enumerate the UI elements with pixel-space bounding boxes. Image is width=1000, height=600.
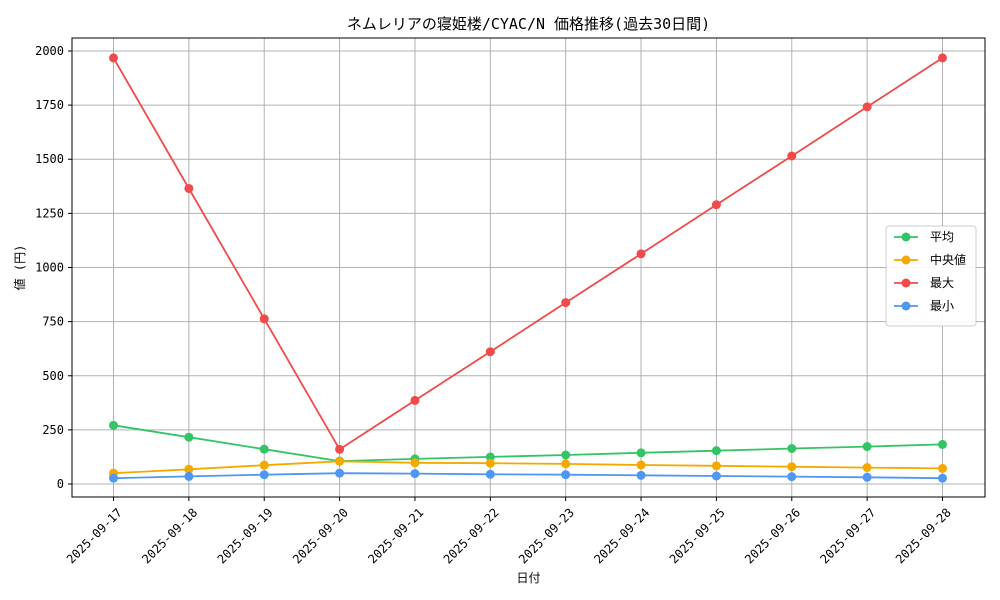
y-tick-label: 750 xyxy=(42,315,64,329)
data-point xyxy=(335,444,345,454)
data-point xyxy=(561,470,571,480)
series-layer xyxy=(109,53,947,483)
x-tick-label: 2025-09-24 xyxy=(591,505,652,566)
y-axis-title: 値 (円) xyxy=(12,245,27,291)
data-point xyxy=(259,314,269,324)
y-tick-label: 2000 xyxy=(35,44,64,58)
legend-marker xyxy=(901,232,911,242)
y-tick-label: 500 xyxy=(42,369,64,383)
x-tick-label: 2025-09-21 xyxy=(365,505,426,566)
data-point xyxy=(862,472,872,482)
data-point xyxy=(787,151,797,161)
axis-layer: 0 250 500 750 1000 1250 1500 1750 2000 2025-09-17… xyxy=(35,44,954,566)
x-tick-label: 2025-09-20 xyxy=(290,505,351,566)
data-point xyxy=(711,471,721,481)
data-point xyxy=(787,472,797,482)
x-tick-label: 2025-09-23 xyxy=(516,505,577,566)
data-point xyxy=(410,469,420,479)
data-point xyxy=(335,468,345,478)
data-point xyxy=(485,458,495,468)
data-point xyxy=(636,249,646,259)
series-3 xyxy=(109,468,947,483)
data-point xyxy=(636,448,646,458)
series-2 xyxy=(109,53,947,454)
series-line xyxy=(112,57,943,451)
data-point xyxy=(184,464,194,474)
data-point xyxy=(561,298,571,308)
data-point xyxy=(711,461,721,471)
x-tick-label: 2025-09-26 xyxy=(742,505,803,566)
y-tick-label: 250 xyxy=(42,423,64,437)
y-tick-label: 1000 xyxy=(35,261,64,275)
data-point xyxy=(335,456,345,466)
legend-marker xyxy=(901,255,911,265)
data-point xyxy=(259,470,269,480)
legend-label: 最大 xyxy=(930,276,954,290)
legend-marker xyxy=(901,301,911,311)
series-0 xyxy=(109,420,947,466)
data-point xyxy=(938,463,947,473)
data-point xyxy=(485,347,495,357)
x-tick-label: 2025-09-27 xyxy=(817,505,878,566)
x-tick-label: 2025-09-22 xyxy=(441,505,502,566)
data-point xyxy=(184,432,194,442)
y-tick-label: 1500 xyxy=(35,152,64,166)
data-point xyxy=(636,460,646,470)
data-point xyxy=(410,395,420,405)
legend-label: 平均 xyxy=(930,230,954,244)
series-line xyxy=(113,472,943,480)
data-point xyxy=(410,458,420,468)
data-point xyxy=(938,439,947,449)
data-point xyxy=(938,53,947,63)
data-point xyxy=(109,53,118,63)
data-point xyxy=(259,460,269,470)
data-point xyxy=(711,200,721,210)
data-point xyxy=(109,473,118,483)
data-point xyxy=(561,450,571,460)
data-point xyxy=(862,102,872,112)
data-point xyxy=(485,452,495,462)
data-point xyxy=(184,471,194,481)
legend-marker xyxy=(901,278,911,288)
x-tick-label: 2025-09-18 xyxy=(139,505,200,566)
data-point xyxy=(259,444,269,454)
x-tick-label: 2025-09-19 xyxy=(215,505,276,566)
series-1 xyxy=(109,456,947,478)
data-point xyxy=(711,446,721,456)
y-tick-label: 1250 xyxy=(35,206,64,220)
y-tick-label: 0 xyxy=(57,477,64,491)
legend-box xyxy=(885,225,977,327)
data-point xyxy=(862,442,872,452)
data-point xyxy=(485,469,495,479)
x-axis-title: 日付 xyxy=(516,571,540,585)
x-tick-label: 2025-09-17 xyxy=(64,505,125,566)
data-point xyxy=(109,420,118,430)
chart-title: ネムレリアの寝姫楼/CYAC/N 価格推移(過去30日間) xyxy=(347,15,710,33)
data-point xyxy=(938,473,947,483)
data-point xyxy=(184,183,194,193)
data-point xyxy=(636,470,646,480)
x-tick-label: 2025-09-28 xyxy=(893,505,954,566)
y-tick-label: 1750 xyxy=(35,98,64,112)
series-line xyxy=(113,424,943,463)
series-line xyxy=(113,460,943,475)
x-tick-label: 2025-09-25 xyxy=(667,505,728,566)
data-point xyxy=(787,462,797,472)
grid-layer xyxy=(72,38,985,497)
data-point xyxy=(862,463,872,473)
legend-label: 最小 xyxy=(930,299,954,313)
legend-label: 中央値 xyxy=(930,252,966,267)
data-point xyxy=(787,444,797,454)
data-point xyxy=(561,459,571,469)
